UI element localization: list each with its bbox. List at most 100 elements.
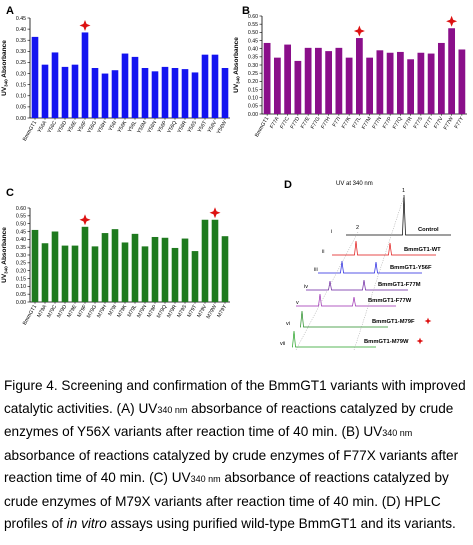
peak-guide-line <box>353 195 405 351</box>
x-tick-label: M79K <box>116 304 128 319</box>
y-tick-label: 0.00 <box>16 116 26 122</box>
panel-b: B 0.00 0.05 0.10 0.15 0.20 0.25 0.30 0.35 0.40 0.4… <box>233 0 473 180</box>
x-tick-label: Y56R <box>177 120 189 134</box>
bar <box>111 229 119 302</box>
x-tick-label: Y56H <box>97 120 109 134</box>
x-tick-label: M79I <box>107 304 118 317</box>
peak-guide-line <box>295 231 359 351</box>
y-tick-label: 0.30 <box>16 253 26 259</box>
bar <box>273 57 281 114</box>
bar <box>284 44 292 115</box>
caption-subscript: 340 nm <box>190 474 221 484</box>
x-tick-label: Y56P <box>157 120 169 134</box>
bar <box>161 237 169 302</box>
x-tick-label: F77M <box>361 116 373 130</box>
y-tick-label: 0.35 <box>248 55 258 61</box>
caption-line-2: catalytic activities. (A) UV340 nm absor… <box>4 398 469 422</box>
panel-label: B <box>242 5 250 17</box>
bar <box>111 70 119 118</box>
x-tick-label: Y56I <box>108 120 119 132</box>
x-tick-label: M79L <box>127 304 139 318</box>
bar <box>191 251 199 302</box>
y-tick-label: 0.20 <box>16 71 26 77</box>
bar <box>181 69 189 118</box>
y-tick-label: 0.25 <box>16 60 26 66</box>
y-tick-label: 0.45 <box>248 38 258 44</box>
y-tick-label: 0.10 <box>16 94 26 100</box>
bar <box>181 238 189 302</box>
hplc-trace <box>300 310 388 328</box>
hplc-trace <box>292 330 376 348</box>
bar <box>211 54 219 118</box>
y-tick-label: 0.00 <box>16 300 26 306</box>
bar <box>121 242 129 302</box>
x-tick-label: F77C <box>279 116 291 130</box>
bar <box>345 57 353 114</box>
bar <box>31 229 39 302</box>
trace-roman-label: ii <box>322 249 324 255</box>
bar <box>131 56 139 118</box>
caption-text: assays using purified wild-type BmmGT1 a… <box>106 516 456 531</box>
hplc-chart: D UV at 340 nm i Control ii BmmGT1-WT iii BmmGT… <box>280 179 451 351</box>
x-tick-label: Y56M <box>136 120 148 135</box>
peak-label: 1 <box>402 188 405 194</box>
y-tick-label: 0.05 <box>16 105 26 111</box>
caption-line-3: enzymes of Y56X variants after reaction … <box>4 421 469 445</box>
caption-subscript: 340 nm <box>382 428 413 438</box>
bar <box>314 47 322 114</box>
caption-text: catalytic activities. (A) UV <box>4 400 158 416</box>
bar <box>41 243 49 302</box>
x-tick-label: Y56F <box>77 120 88 134</box>
y-tick-label: 0.15 <box>248 87 258 93</box>
x-tick-label: F77A <box>269 116 281 130</box>
bar <box>151 236 159 302</box>
bar <box>386 52 394 114</box>
bar <box>141 68 149 118</box>
bar <box>221 68 229 118</box>
bar <box>81 32 89 118</box>
x-tick-label: Y56Q <box>166 120 178 134</box>
x-tick-label: F77S <box>413 116 425 130</box>
star-marker <box>446 15 458 27</box>
trace-name-label: BmmGT1-F77M <box>378 282 421 288</box>
trace-name-label: BmmGT1-F77W <box>368 298 412 304</box>
x-tick-label: F77Q <box>392 116 404 130</box>
y-tick-label: 0.50 <box>248 30 258 36</box>
y-tick-label: 0.45 <box>16 16 26 22</box>
y-tick-label: 0.40 <box>248 46 258 52</box>
bar <box>31 36 39 119</box>
y-tick-label: 0.05 <box>248 104 258 110</box>
bar <box>171 247 179 302</box>
panel-d: D UV at 340 nm i Control ii BmmGT1-WT iii BmmGT… <box>236 172 473 362</box>
x-tick-label: Y56D <box>57 120 69 134</box>
y-tick-label: 0.60 <box>16 206 26 212</box>
bar <box>51 52 59 118</box>
trace-name-label: BmmGT1-WT <box>404 247 441 253</box>
trace-roman-label: vii <box>280 341 285 347</box>
trace-name-label: BmmGT1-M79W <box>364 339 409 345</box>
hplc-trace <box>318 260 422 274</box>
x-tick-label: Y56V <box>207 120 219 134</box>
x-tick-label: F77H <box>320 116 332 130</box>
trace-name-label: BmmGT1-M79F <box>372 319 415 325</box>
y-tick-label: 0.25 <box>248 71 258 77</box>
star-marker <box>416 337 424 345</box>
bar <box>91 246 99 302</box>
x-tick-label: F77Y <box>454 116 466 130</box>
bar <box>407 59 415 114</box>
caption-line-6: crude enzymes of M79X variants after rea… <box>4 491 469 514</box>
caption-italic: in vitro <box>66 516 107 531</box>
x-tick-label: F77G <box>310 116 322 130</box>
bar <box>335 47 343 114</box>
bar <box>304 47 312 114</box>
trace-roman-label: iii <box>314 267 318 273</box>
y-tick-label: 0.25 <box>16 261 26 267</box>
panel-label: A <box>6 5 14 17</box>
y-tick-label: 0.20 <box>16 268 26 274</box>
caption-line-1: Figure 4. Screening and confirmation of … <box>4 375 469 398</box>
star-marker <box>209 207 221 219</box>
bar <box>201 219 209 302</box>
bar <box>71 64 79 118</box>
chart-c: C 0.00 0.05 0.10 0.15 0.200.25 0.30 0.35 0.40 0.4… <box>1 187 230 326</box>
trace-roman-label: iv <box>304 284 308 290</box>
